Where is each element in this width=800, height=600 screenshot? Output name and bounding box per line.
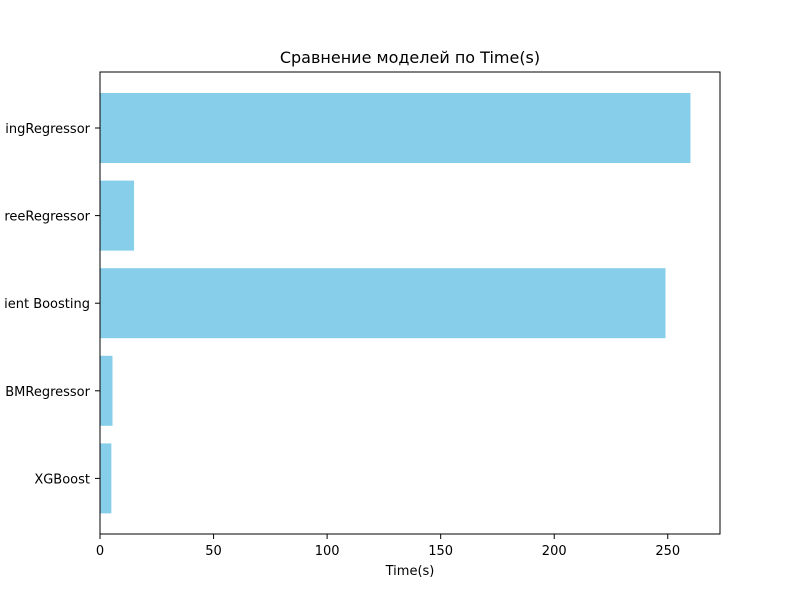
x-tick-label-2: 100 bbox=[315, 544, 340, 559]
bar-2 bbox=[100, 268, 666, 339]
bar-0 bbox=[100, 93, 691, 163]
x-tick-label-1: 50 bbox=[205, 544, 222, 559]
chart-title: Сравнение моделей по Time(s) bbox=[280, 48, 540, 67]
x-axis: 0 50 100 150 200 250 bbox=[96, 534, 680, 559]
x-tick-label-0: 0 bbox=[96, 544, 104, 559]
y-tick-label-4: XGBoost bbox=[34, 472, 90, 487]
x-tick-label-3: 150 bbox=[428, 544, 453, 559]
bar-3 bbox=[100, 355, 113, 426]
bar-4 bbox=[100, 443, 112, 514]
y-tick-label-3: BMRegressor bbox=[5, 385, 90, 400]
x-axis-label: Time(s) bbox=[385, 564, 435, 579]
bars-layer bbox=[100, 93, 691, 514]
x-tick-label-4: 200 bbox=[542, 544, 567, 559]
y-tick-label-2: ient Boosting bbox=[4, 297, 90, 312]
y-tick-label-0: ingRegressor bbox=[5, 122, 90, 137]
x-tick-label-5: 250 bbox=[655, 544, 680, 559]
bar-1 bbox=[100, 180, 135, 251]
y-axis: ingRegressor reeRegressor ient Boosting BMR… bbox=[4, 122, 100, 487]
y-tick-label-1: reeRegressor bbox=[4, 210, 90, 225]
